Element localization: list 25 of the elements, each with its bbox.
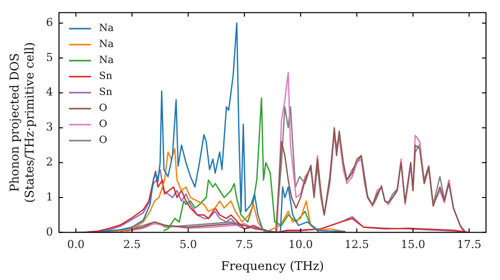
x-tick-label: 5.0 xyxy=(179,238,197,251)
y-tick-label: 6 xyxy=(46,16,53,29)
legend-label: O xyxy=(99,135,108,146)
y-tick-label: 1 xyxy=(46,190,53,204)
legend-label: Sn xyxy=(99,87,113,98)
legend-label: O xyxy=(99,103,108,114)
y-tick-label: 4 xyxy=(46,86,53,99)
y-tick-label: 2 xyxy=(46,155,53,168)
y-tick-label: 0 xyxy=(46,225,53,238)
x-axis-title: Frequency (THz) xyxy=(221,258,324,273)
legend-label: Na xyxy=(99,55,114,66)
legend-label: Sn xyxy=(99,71,113,82)
y-tick-label: 5 xyxy=(46,50,53,64)
y-axis-title: Phonon projected DOS (States/THz·primitive cell) xyxy=(8,42,37,203)
x-tick-label: 7.5 xyxy=(236,238,254,251)
legend-label: Na xyxy=(99,39,114,50)
legend-label: Na xyxy=(99,23,114,34)
y-tick-label: 3 xyxy=(46,120,53,134)
x-tick-label: 17.5 xyxy=(456,238,482,251)
x-tick-label: 10.0 xyxy=(288,238,313,251)
x-tick-label: 0.0 xyxy=(67,238,85,251)
x-tick-label: 2.5 xyxy=(123,238,141,251)
x-tick-label: 12.5 xyxy=(344,238,370,251)
legend-label: O xyxy=(99,119,108,130)
x-tick-label: 15.0 xyxy=(400,238,426,251)
